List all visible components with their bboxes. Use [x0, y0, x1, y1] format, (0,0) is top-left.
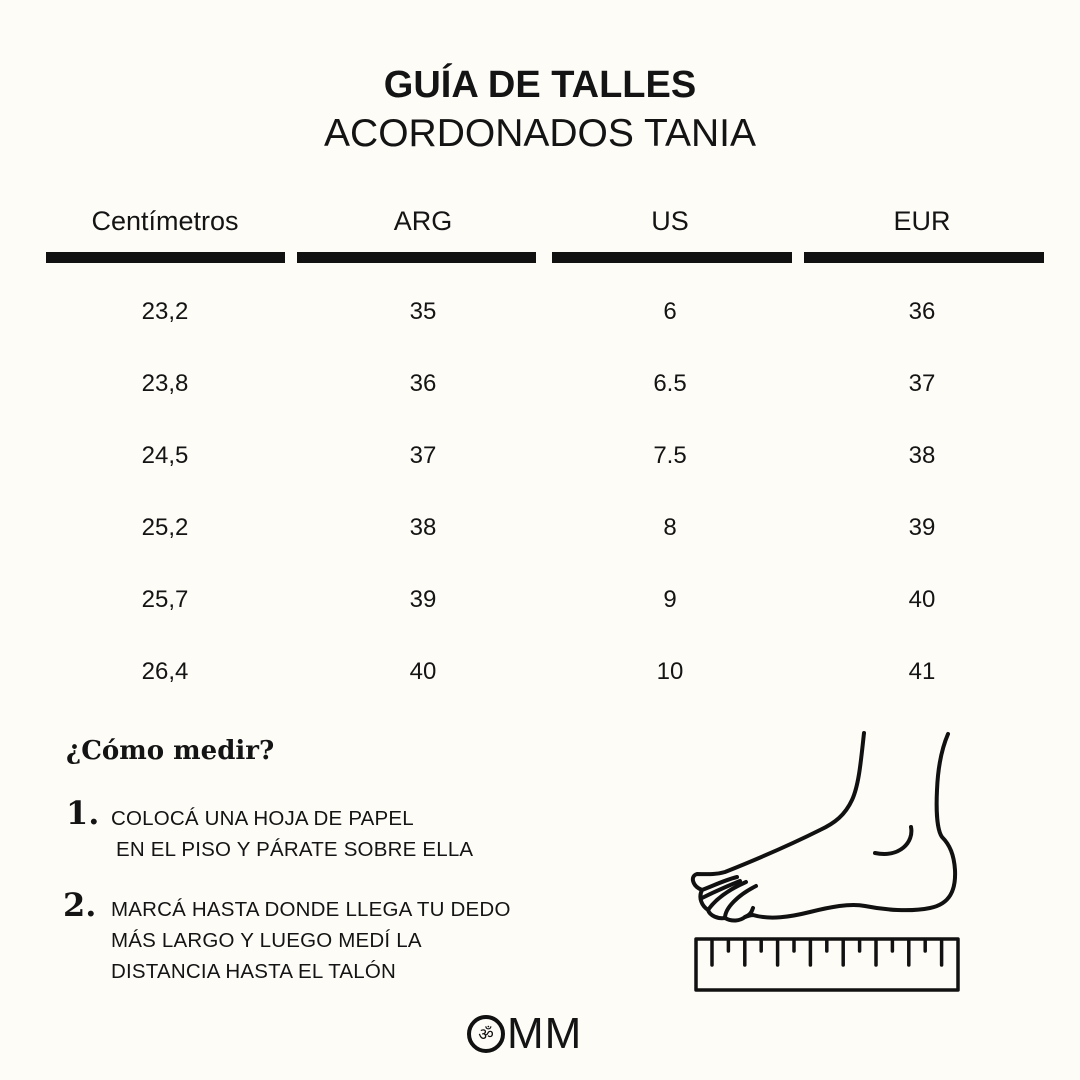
table-cell: 25,7	[141, 586, 189, 613]
step-line: EN EL PISO Y PÁRATE SOBRE ELLA	[116, 838, 474, 861]
table-cell: 26,4	[141, 658, 189, 685]
step-1: 1.	[66, 794, 99, 832]
page-title: GUÍA DE TALLES	[383, 64, 697, 106]
table-cell: 38	[908, 442, 936, 469]
table-cell: 9	[663, 586, 677, 613]
step-1-text: COLOCÁ UNA HOJA DE PAPEL EN EL PISO Y PÁ…	[111, 803, 473, 865]
table-cell: 39	[908, 514, 936, 541]
table-cell: 36	[908, 298, 936, 325]
omm-logo: ॐ MM	[466, 1009, 583, 1058]
step-line: MÁS LARGO Y LUEGO MEDÍ LA	[111, 929, 422, 952]
foot-on-ruler-icon	[690, 731, 960, 992]
header-divider	[46, 252, 285, 263]
table-cell: 39	[409, 586, 437, 613]
table-cell: 40	[908, 586, 936, 613]
page-subtitle: ACORDONADOS TANIA	[324, 112, 756, 155]
step-line: MARCÁ HASTA DONDE LLEGA TU DEDO	[111, 898, 511, 921]
header-divider	[552, 252, 792, 263]
table-cell: 37	[409, 442, 437, 469]
how-to-measure-heading: ¿Cómo medir?	[66, 736, 275, 766]
column-header-cm: Centímetros	[91, 206, 239, 236]
om-symbol-icon: ॐ	[467, 1015, 505, 1053]
step-line: DISTANCIA HASTA EL TALÓN	[111, 960, 397, 983]
column-header-us: US	[651, 206, 689, 236]
table-cell: 10	[656, 658, 684, 685]
table-cell: 25,2	[141, 514, 189, 541]
svg-text:ॐ: ॐ	[478, 1025, 494, 1045]
table-cell: 36	[409, 370, 437, 397]
table-cell: 38	[409, 514, 437, 541]
table-cell: 6	[663, 298, 677, 325]
step-line: COLOCÁ UNA HOJA DE PAPEL	[111, 807, 414, 830]
header-divider	[297, 252, 536, 263]
step-2: 2.	[63, 886, 96, 924]
table-cell: 40	[409, 658, 437, 685]
step-2-text: MARCÁ HASTA DONDE LLEGA TU DEDO MÁS LARG…	[111, 894, 511, 987]
step-number: 1.	[66, 794, 100, 832]
table-cell: 37	[908, 370, 936, 397]
logo-text: MM	[507, 1009, 583, 1058]
step-number: 2.	[63, 886, 97, 924]
table-cell: 8	[663, 514, 677, 541]
table-cell: 23,2	[141, 298, 189, 325]
table-cell: 7.5	[653, 442, 687, 469]
column-header-arg: ARG	[393, 206, 453, 236]
table-cell: 35	[409, 298, 437, 325]
table-cell: 6.5	[653, 370, 687, 397]
table-cell: 23,8	[141, 370, 189, 397]
table-cell: 24,5	[141, 442, 189, 469]
header-divider	[804, 252, 1044, 263]
table-cell: 41	[908, 658, 936, 685]
column-header-eur: EUR	[893, 206, 951, 236]
